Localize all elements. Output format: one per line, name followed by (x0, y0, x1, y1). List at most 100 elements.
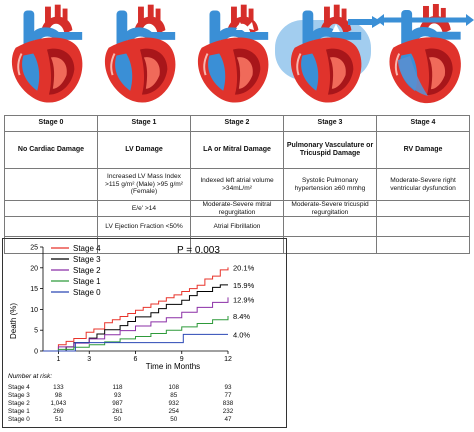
risk-row-label: Stage 4 (8, 384, 30, 391)
table-cell (4, 216, 98, 238)
stage-3-name: Pulmonary Vasculature or Tricuspid Damag… (283, 131, 377, 169)
table-cell: Moderate-Severe tricuspid regurgitation (283, 199, 377, 218)
risk-row-label: Stage 0 (8, 416, 30, 423)
y-axis-label: Death (%) (9, 303, 18, 339)
table-cell: Systolic Pulmonary hypertension ≥60 mmhg (283, 168, 377, 201)
x-tick-label: 3 (87, 356, 91, 363)
km-axes: 0 5 10 15 20 25 1 3 6 9 12 (30, 245, 232, 364)
stage-4-heart-icon (376, 4, 474, 105)
risk-value: 932 (168, 400, 179, 407)
y-tick-label: 15 (30, 286, 38, 293)
risk-value: 77 (224, 392, 232, 399)
risk-value: 50 (114, 416, 122, 423)
staging-table: Stage 0 Stage 1 Stage 2 Stage 3 Stage 4 … (4, 115, 470, 255)
table-cell (376, 199, 470, 218)
end-label: 12.9% (233, 295, 255, 304)
table-cell (4, 168, 98, 201)
risk-value: 93 (114, 392, 122, 399)
risk-value: 987 (112, 400, 123, 407)
table-row: Increased LV Mass Index >115 g/m² (Male)… (4, 168, 470, 201)
km-line-stage-1 (43, 316, 229, 352)
km-line-stage-0 (43, 333, 228, 352)
risk-value: 838 (223, 400, 234, 407)
table-cell: Increased LV Mass Index >115 g/m² (Male)… (97, 168, 191, 201)
stage-2-name: LA or Mitral Damage (190, 131, 284, 169)
number-at-risk-table: Stage 4 133 118 108 93 Stage 3 98 93 85 77 Stage 2… (8, 384, 234, 423)
risk-value: 50 (170, 416, 178, 423)
risk-row-label: Stage 3 (8, 392, 30, 399)
header-stage-4: Stage 4 (376, 115, 470, 132)
y-tick-label: 10 (30, 307, 38, 314)
risk-value: 47 (224, 416, 232, 423)
table-cell: Moderate-Severe mitral regurgitation (190, 199, 284, 218)
heart-illustrations (10, 4, 474, 105)
km-curve-panel: 0 5 10 15 20 25 1 3 6 9 12 20.1% 15.9% 12.9% 8.4% 4.0%… (2, 238, 287, 428)
table-cell (283, 216, 377, 238)
x-tick-label: 1 (56, 356, 60, 363)
header-stage-0: Stage 0 (4, 115, 98, 132)
legend-item: Stage 2 (73, 266, 101, 275)
table-cell (4, 199, 98, 218)
end-label: 20.1% (233, 263, 255, 272)
table-cell: Atrial Fibrillation (190, 216, 284, 238)
risk-value: 108 (168, 384, 179, 391)
x-axis-label: Time in Months (146, 362, 200, 371)
x-tick-label: 6 (134, 356, 138, 363)
km-line-stage-2 (43, 297, 229, 352)
table-row: E/e' >14 Moderate-Severe mitral regurgit… (4, 199, 470, 218)
x-tick-label: 9 (180, 356, 184, 363)
end-label: 4.0% (233, 330, 250, 339)
risk-value: 261 (112, 408, 123, 415)
risk-row-label: Stage 2 (8, 400, 30, 407)
km-line-stage-4 (43, 267, 229, 352)
risk-value: 1,043 (51, 400, 67, 407)
km-chart: 0 5 10 15 20 25 1 3 6 9 12 20.1% 15.9% 12.9% 8.4% 4.0%… (8, 244, 255, 423)
end-label: 8.4% (233, 312, 250, 321)
stage-2-heart-icon (196, 4, 270, 104)
risk-value: 232 (223, 408, 234, 415)
table-row (4, 236, 470, 255)
risk-value: 118 (112, 384, 123, 391)
stage-0-name: No Cardiac Damage (4, 131, 98, 169)
stage-1-heart-icon (103, 4, 177, 104)
table-cell (376, 236, 470, 255)
legend-item: Stage 3 (73, 255, 101, 264)
km-lines: 20.1% 15.9% 12.9% 8.4% 4.0% (43, 263, 255, 352)
header-stage-3: Stage 3 (283, 115, 377, 132)
y-tick-label: 25 (30, 245, 38, 252)
header-stage-1: Stage 1 (97, 115, 191, 132)
km-legend: Stage 4 Stage 3 Stage 2 Stage 1 Stage 0 (51, 244, 101, 297)
stage-4-name: RV Damage (376, 131, 470, 169)
p-value: P = 0.003 (177, 245, 220, 256)
y-tick-label: 5 (34, 328, 38, 335)
risk-value: 254 (168, 408, 179, 415)
table-cell: LV Ejection Fraction <50% (97, 216, 191, 238)
risk-value: 85 (170, 392, 178, 399)
stage-1-name: LV Damage (97, 131, 191, 169)
table-cell (376, 216, 470, 238)
table-cell: Moderate-Severe right ventricular dysfun… (376, 168, 470, 201)
legend-item: Stage 0 (73, 288, 101, 297)
legend-item: Stage 4 (73, 244, 101, 253)
table-cell: E/e' >14 (97, 199, 191, 218)
table-row: No Cardiac Damage LV Damage LA or Mitral… (4, 131, 470, 169)
number-at-risk-title: Number at risk: (8, 373, 52, 380)
risk-value: 93 (224, 384, 232, 391)
table-cell: Indexed left atrial volume >34mL/m² (190, 168, 284, 201)
table-row: LV Ejection Fraction <50% Atrial Fibrill… (4, 216, 470, 238)
stage-0-heart-icon (10, 4, 84, 104)
risk-row-label: Stage 1 (8, 408, 30, 415)
legend-item: Stage 1 (73, 277, 101, 286)
risk-value: 51 (55, 416, 63, 423)
y-tick-label: 0 (34, 349, 38, 356)
header-stage-2: Stage 2 (190, 115, 284, 132)
x-tick-label: 12 (224, 356, 232, 363)
risk-value: 269 (53, 408, 64, 415)
risk-value: 98 (55, 392, 63, 399)
table-header-row: Stage 0 Stage 1 Stage 2 Stage 3 Stage 4 (4, 115, 470, 132)
end-label: 15.9% (233, 281, 255, 290)
table-cell (283, 236, 377, 255)
y-tick-label: 20 (30, 265, 38, 272)
stage-3-heart-icon (275, 4, 382, 104)
risk-value: 133 (53, 384, 64, 391)
